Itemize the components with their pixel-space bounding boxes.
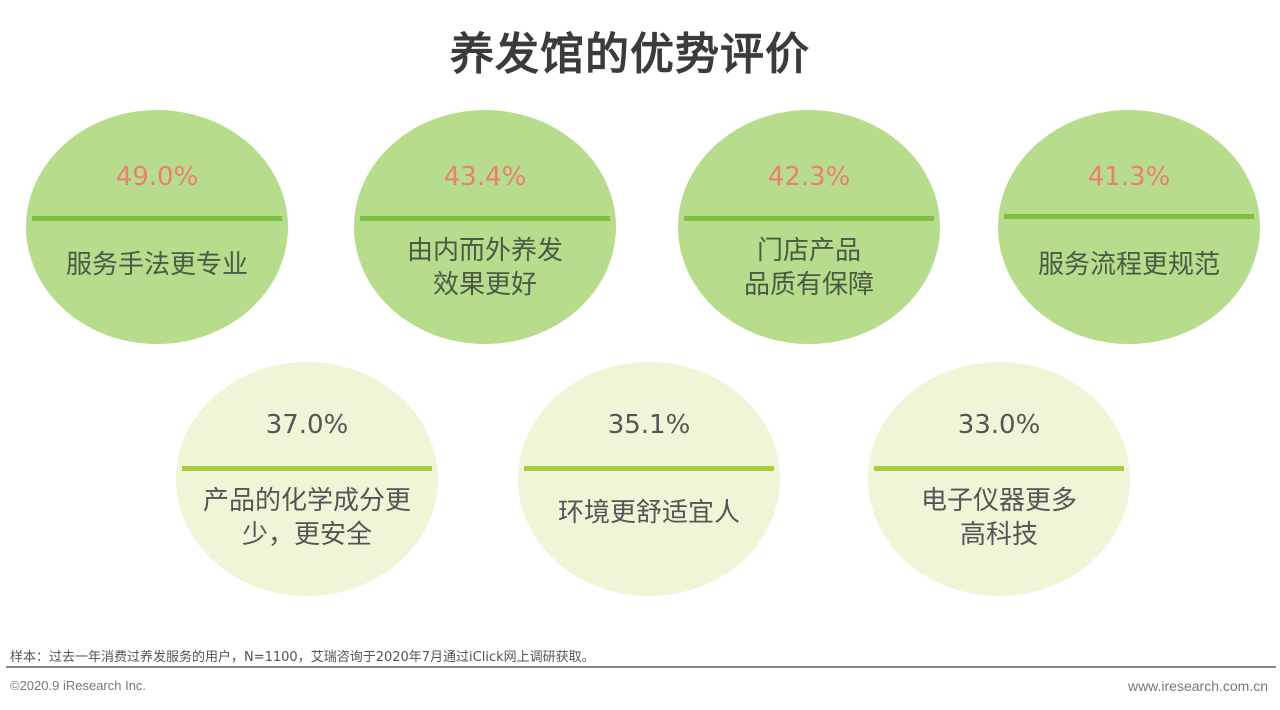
bubble-item: 33.0% 电子仪器更多 高科技 — [868, 362, 1130, 596]
bubble-label: 电子仪器更多 高科技 — [920, 486, 1077, 550]
chart-title: 养发馆的优势评价 — [450, 29, 810, 80]
percentage-value: 49.0% — [115, 162, 199, 192]
divider-line — [684, 216, 934, 221]
divider-line — [524, 466, 774, 471]
copyright-text: ©2020.9 iResearch Inc. — [10, 678, 147, 693]
divider-line — [32, 216, 282, 221]
divider-line — [1004, 214, 1254, 219]
percentage-value: 37.0% — [265, 410, 349, 440]
bubble-item: 35.1% 环境更舒适宜人 — [518, 362, 780, 596]
website-link[interactable]: www.iresearch.com.cn — [1127, 678, 1268, 694]
percentage-value: 43.4% — [443, 162, 527, 192]
percentage-value: 35.1% — [607, 410, 691, 440]
bubble-label: 服务手法更专业 — [65, 250, 248, 280]
bubble-item: 43.4% 由内而外养发 效果更好 — [354, 110, 616, 344]
percentage-value: 33.0% — [957, 410, 1041, 440]
bubble-label: 门店产品 品质有保障 — [743, 236, 874, 300]
bubble-label: 由内而外养发 效果更好 — [406, 236, 563, 300]
bubble-label: 服务流程更规范 — [1037, 250, 1220, 280]
sample-footnote: 样本：过去一年消费过养发服务的用户，N=1100，艾瑞咨询于2020年7月通过i… — [10, 650, 595, 665]
bubble-label: 环境更舒适宜人 — [557, 498, 740, 528]
divider-line — [874, 466, 1124, 471]
divider-line — [360, 216, 610, 221]
bubble-item: 42.3% 门店产品 品质有保障 — [678, 110, 940, 344]
bubble-item: 37.0% 产品的化学成分更 少，更安全 — [176, 362, 438, 596]
bubble-label: 产品的化学成分更 少，更安全 — [202, 486, 411, 550]
bubble-item: 49.0% 服务手法更专业 — [26, 110, 288, 344]
footer-divider — [6, 666, 1276, 668]
bubble-item: 41.3% 服务流程更规范 — [998, 110, 1260, 344]
percentage-value: 41.3% — [1087, 162, 1171, 192]
percentage-value: 42.3% — [767, 162, 851, 192]
divider-line — [182, 466, 432, 471]
